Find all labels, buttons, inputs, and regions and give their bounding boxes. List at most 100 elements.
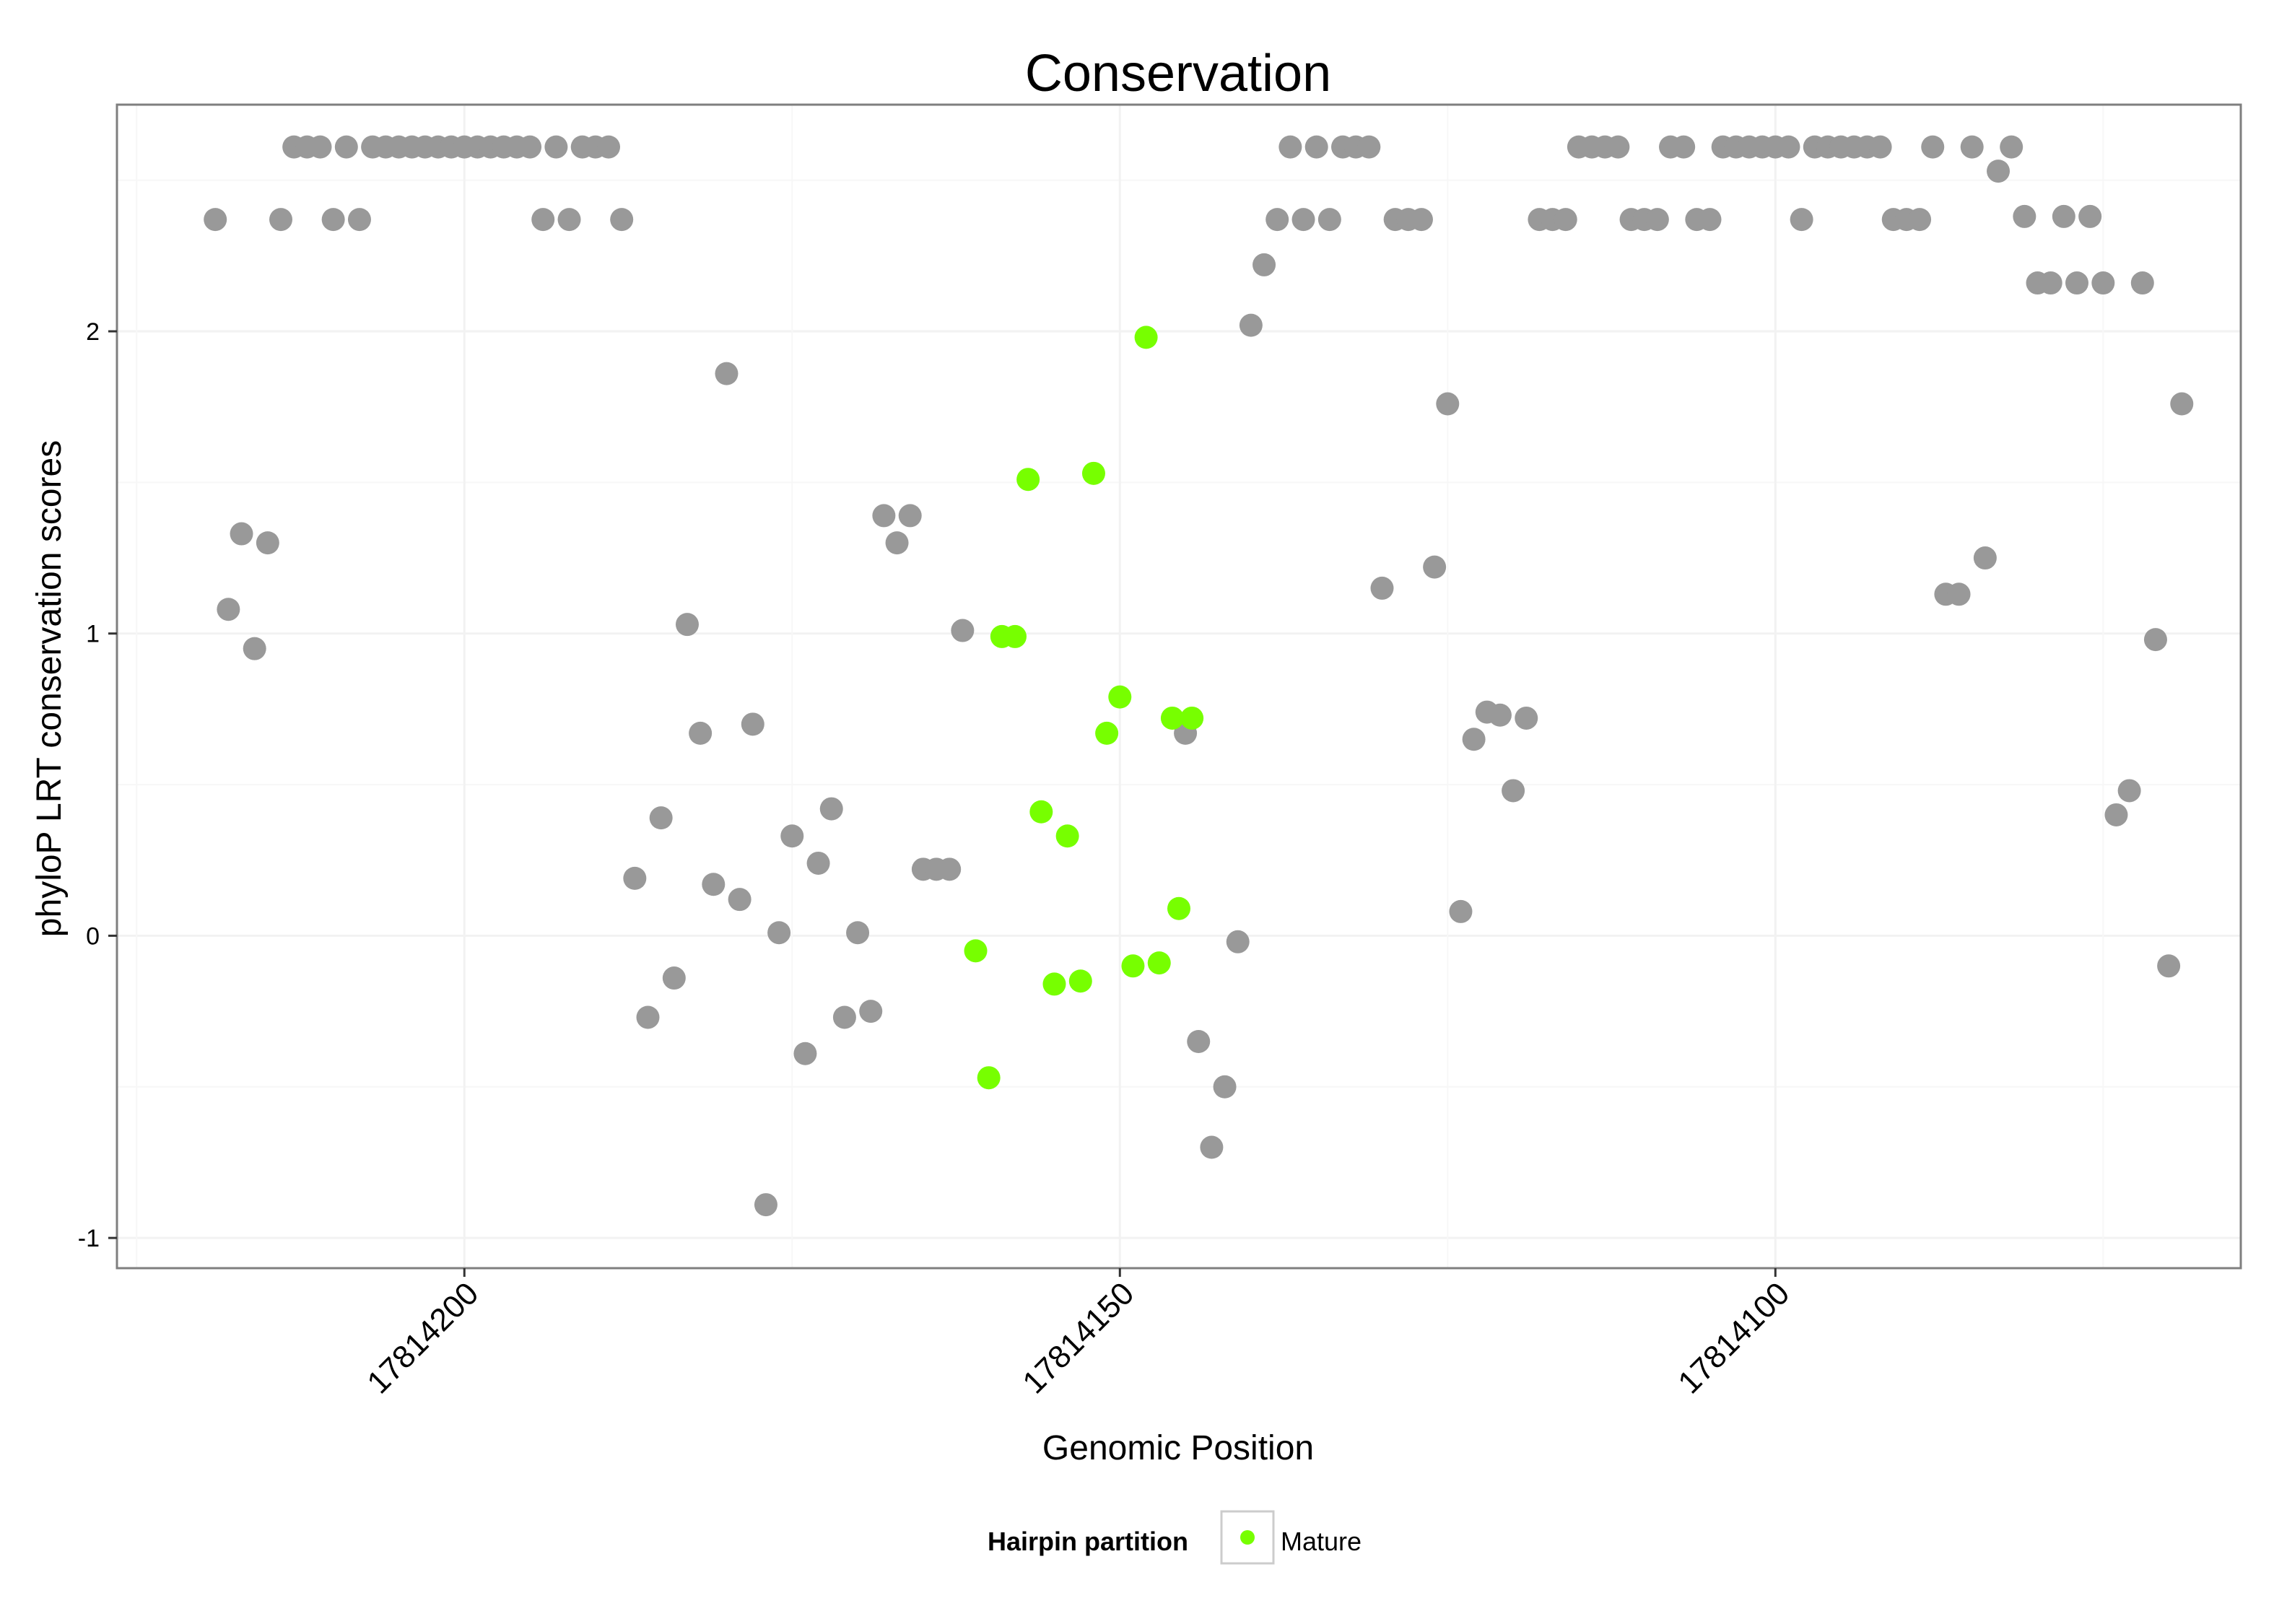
point-other bbox=[728, 888, 752, 912]
y-tick-label: 2 bbox=[86, 318, 100, 346]
point-other bbox=[1462, 728, 1486, 751]
point-other bbox=[938, 857, 962, 881]
point-other bbox=[1698, 208, 1722, 232]
point-other bbox=[819, 797, 843, 821]
point-other bbox=[767, 921, 791, 945]
point-other bbox=[269, 208, 293, 232]
plot-panel bbox=[116, 103, 2242, 1270]
legend-key-mature-dot bbox=[1240, 1530, 1255, 1545]
y-axis: -1 0 1 2 bbox=[78, 318, 117, 1252]
point-other bbox=[1370, 576, 1394, 600]
point-other bbox=[1213, 1075, 1237, 1099]
point-other bbox=[1423, 555, 1447, 579]
x-tick-label: 17814100 bbox=[1671, 1275, 1796, 1400]
point-other bbox=[846, 921, 870, 945]
point-other bbox=[557, 208, 581, 232]
point-other bbox=[806, 851, 830, 875]
point-other bbox=[1502, 779, 1525, 803]
point-mature bbox=[1160, 706, 1184, 730]
point-other bbox=[1449, 899, 1473, 923]
point-mature bbox=[1042, 972, 1066, 996]
point-other bbox=[2013, 204, 2036, 228]
point-other bbox=[204, 208, 227, 232]
point-other bbox=[1790, 208, 1813, 232]
point-other bbox=[754, 1193, 777, 1217]
point-other bbox=[518, 135, 542, 159]
point-other bbox=[702, 873, 726, 896]
point-other bbox=[243, 637, 266, 660]
point-other bbox=[230, 522, 253, 546]
point-mature bbox=[964, 939, 988, 963]
point-other bbox=[793, 1042, 817, 1065]
point-other bbox=[610, 208, 634, 232]
point-other bbox=[1987, 160, 2011, 183]
point-other bbox=[1947, 582, 1971, 606]
point-other bbox=[1239, 313, 1263, 337]
point-mature bbox=[1016, 468, 1040, 492]
point-other bbox=[872, 504, 896, 528]
point-other bbox=[1253, 253, 1276, 276]
point-other bbox=[531, 208, 555, 232]
y-tick-label: 1 bbox=[86, 621, 100, 648]
point-other bbox=[675, 613, 699, 637]
point-other bbox=[832, 1005, 856, 1029]
point-other bbox=[1291, 208, 1315, 232]
point-other bbox=[2091, 271, 2115, 295]
point-other bbox=[2130, 271, 2154, 295]
point-mature bbox=[1167, 896, 1190, 920]
point-mature bbox=[1180, 706, 1204, 730]
point-mature bbox=[1134, 326, 1158, 349]
point-other bbox=[217, 598, 240, 621]
point-other bbox=[2000, 135, 2023, 159]
point-other bbox=[1187, 1029, 1211, 1053]
point-mature bbox=[977, 1066, 1001, 1090]
point-other bbox=[1672, 135, 1696, 159]
point-other bbox=[544, 135, 568, 159]
point-other bbox=[1960, 135, 1984, 159]
point-other bbox=[898, 504, 922, 528]
point-mature bbox=[1029, 800, 1053, 824]
legend-title: Hairpin partition bbox=[988, 1527, 1188, 1556]
point-mature bbox=[1108, 685, 1132, 709]
point-mature bbox=[1055, 824, 1079, 848]
point-other bbox=[1921, 135, 1945, 159]
point-other bbox=[2065, 271, 2088, 295]
point-other bbox=[1554, 208, 1577, 232]
point-mature bbox=[1081, 461, 1105, 485]
point-other bbox=[1645, 208, 1669, 232]
point-other bbox=[2078, 204, 2102, 228]
point-other bbox=[649, 806, 673, 830]
point-other bbox=[1973, 546, 1997, 570]
point-other bbox=[2157, 954, 2181, 978]
point-other bbox=[741, 712, 764, 736]
point-other bbox=[347, 208, 371, 232]
point-other bbox=[715, 362, 739, 385]
x-axis-title: Genomic Position bbox=[1042, 1429, 1314, 1467]
point-other bbox=[1409, 208, 1433, 232]
point-other bbox=[623, 866, 647, 890]
data-points bbox=[204, 135, 2194, 1217]
x-axis: 17814200 17814150 17814100 bbox=[360, 1268, 1796, 1400]
legend-label-mature: Mature bbox=[1281, 1527, 1362, 1556]
point-other bbox=[951, 619, 975, 642]
y-tick-label: -1 bbox=[78, 1225, 100, 1252]
point-other bbox=[321, 208, 345, 232]
point-other bbox=[2039, 271, 2062, 295]
point-other bbox=[859, 1000, 883, 1023]
point-other bbox=[885, 531, 909, 555]
y-tick-label: 0 bbox=[86, 922, 100, 950]
point-mature bbox=[1068, 969, 1092, 993]
point-other bbox=[308, 135, 332, 159]
y-axis-title: phyloP LRT conservation scores bbox=[30, 440, 69, 937]
point-other bbox=[1357, 135, 1381, 159]
point-mature bbox=[1003, 624, 1027, 648]
x-tick-label: 17814200 bbox=[360, 1275, 485, 1400]
point-other bbox=[334, 135, 358, 159]
point-other bbox=[1777, 135, 1800, 159]
point-other bbox=[1908, 208, 1932, 232]
point-other bbox=[1606, 135, 1630, 159]
point-mature bbox=[1095, 721, 1119, 745]
point-other bbox=[1317, 208, 1341, 232]
point-other bbox=[1488, 703, 1512, 727]
